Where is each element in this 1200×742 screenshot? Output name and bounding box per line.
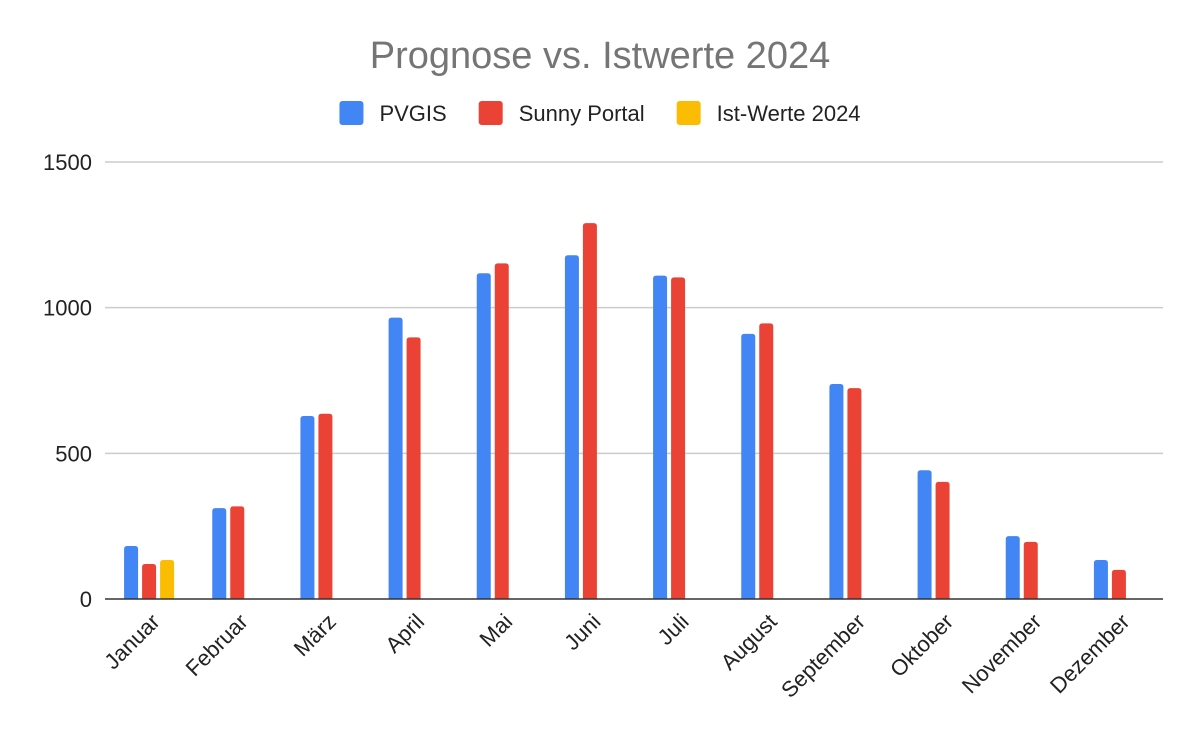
- x-axis: Januar Februar März April Mai Juni Juli AugustS…: [99, 609, 1134, 703]
- y-tick-label: 1500: [43, 150, 92, 175]
- bar: [917, 470, 932, 599]
- bar: [124, 545, 139, 599]
- x-tick-label: September: [776, 609, 870, 703]
- bar: [847, 388, 862, 599]
- x-tick-label: Mai: [475, 609, 518, 652]
- bar: [564, 255, 579, 599]
- bar: [935, 481, 950, 599]
- legend-label: Ist-Werte 2024: [717, 101, 861, 126]
- y-tick-label: 500: [55, 441, 92, 466]
- bar: [142, 564, 157, 599]
- bar: [829, 383, 844, 599]
- legend-swatch: [676, 101, 701, 125]
- gridlines: [105, 161, 1163, 455]
- bar: [582, 223, 597, 599]
- x-tick-label: November: [957, 609, 1046, 698]
- legend-item: PVGIS: [339, 101, 447, 126]
- x-tick-label: Juni: [559, 609, 605, 655]
- bar: [1111, 569, 1126, 599]
- x-tick-label: Juli: [653, 609, 694, 650]
- legend-item: Sunny Portal: [478, 101, 645, 126]
- bar: [759, 323, 774, 599]
- bar: [741, 333, 756, 599]
- bar: [671, 277, 686, 599]
- bar: [300, 416, 315, 599]
- bar: [388, 317, 403, 599]
- bar: [494, 263, 509, 599]
- x-tick-label: Februar: [181, 609, 253, 681]
- x-tick-label: April: [380, 609, 429, 658]
- x-tick-label: März: [289, 609, 341, 661]
- bar: [318, 413, 333, 599]
- legend-label: PVGIS: [379, 101, 446, 126]
- bar: [1005, 536, 1020, 599]
- x-tick-label: Dezember: [1045, 609, 1134, 698]
- bar: [406, 337, 421, 599]
- bars: [124, 223, 1126, 599]
- bar: [653, 275, 668, 599]
- bar: [230, 506, 245, 599]
- bar: [476, 273, 491, 599]
- legend-label: Sunny Portal: [519, 101, 645, 126]
- legend-swatch: [478, 101, 503, 125]
- bar: [160, 559, 175, 599]
- bar: [1023, 541, 1038, 599]
- legend-swatch: [339, 101, 364, 125]
- y-axis: 0 500 1000 1500: [43, 150, 92, 612]
- legend-item: Ist-Werte 2024: [676, 101, 861, 126]
- bar: [1093, 559, 1108, 599]
- x-tick-label: Oktober: [885, 609, 958, 682]
- x-tick-label: August: [716, 609, 782, 675]
- bar: [212, 508, 227, 599]
- y-tick-label: 0: [80, 587, 92, 612]
- chart-title: Prognose vs. Istwerte 2024: [370, 35, 830, 77]
- y-tick-label: 1000: [43, 296, 92, 321]
- legend: PVGIS Sunny Portal Ist-Werte 2024: [339, 101, 861, 126]
- x-tick-label: Januar: [99, 609, 164, 674]
